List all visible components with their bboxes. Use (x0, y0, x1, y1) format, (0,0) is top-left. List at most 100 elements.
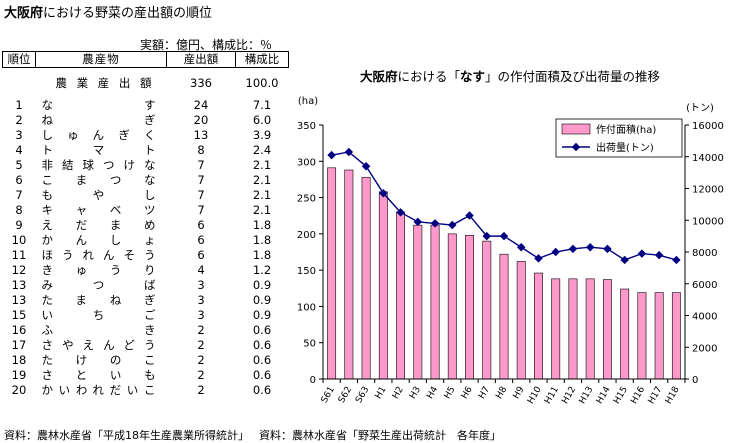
shipment-point (327, 150, 336, 160)
table-row: 5 非結球つけな 7 2.1 (3, 158, 289, 173)
product-cell: たまねぎ (36, 293, 167, 308)
product-cell-text: こまつな (41, 173, 157, 187)
right-tick-label: 4000 (692, 312, 717, 323)
share-cell: 0.6 (252, 353, 272, 367)
header-share: 構成比 (235, 51, 289, 68)
table-header-row: 順位 農産物 産出額 構成比 (2, 51, 289, 68)
share-cell: 2.1 (252, 203, 272, 217)
area-bar (671, 292, 681, 380)
left-tick-label: 150 (297, 266, 316, 277)
chart-title: 大阪府における「なす」の作付面積及び出荷量の推移 (359, 69, 661, 84)
product-cell-text: さといも (41, 368, 157, 382)
x-tick-label: H8 (494, 385, 509, 401)
share-cell: 1.2 (252, 263, 272, 277)
shipment-point (534, 254, 543, 263)
legend-line-label: 出荷量(トン) (596, 141, 654, 154)
shipment-point (654, 250, 664, 260)
rank-cell: 19 (11, 368, 27, 382)
table-row: 12 きゅうり 4 1.2 (3, 263, 289, 278)
shipment-point (637, 249, 647, 258)
shipment-point (396, 208, 405, 217)
product-cell: たけのこ (36, 353, 167, 368)
value-cell: 8 (197, 143, 205, 157)
share-cell: 1.8 (252, 218, 272, 232)
table-row: 4 トマト 8 2.4 (3, 143, 289, 158)
share-cell: 1.8 (252, 248, 272, 262)
product-cell: さやえんどう (36, 338, 167, 353)
x-tick-label: S62 (337, 385, 354, 405)
rank-cell: 16 (11, 323, 27, 337)
left-tick-label: 100 (297, 302, 316, 313)
shipment-point (620, 255, 629, 265)
value-cell: 20 (193, 113, 209, 127)
value-cell: 7 (197, 188, 205, 202)
x-tick-label: H15 (612, 385, 630, 406)
left-tick-label: 0 (310, 375, 316, 386)
x-tick-label: S63 (354, 385, 371, 405)
area-bar (620, 288, 630, 380)
x-tick-label: H12 (561, 385, 579, 406)
value-cell: 2 (197, 353, 205, 367)
table-row: 19 さといも 2 0.6 (3, 368, 289, 383)
source-right: 資料：農林水産省「野菜生産出荷統計 各年度」 (259, 429, 501, 442)
legend-bar-swatch (561, 123, 591, 135)
left-axis-unit: (ha) (298, 96, 318, 107)
share-cell: 0.9 (252, 278, 272, 292)
area-bar (585, 278, 595, 380)
shipment-point (430, 219, 440, 228)
total-name-cell-text: 農業産出額 (55, 75, 155, 90)
x-tick-label: H18 (664, 385, 682, 406)
right-tick-label: 14000 (692, 153, 724, 164)
value-cell: 2 (197, 368, 205, 382)
product-cell-text: トマト (41, 143, 157, 157)
x-tick-label: H14 (595, 385, 613, 406)
table-row: 9 えだまめ 6 1.8 (3, 218, 289, 233)
rank-cell: 7 (15, 188, 23, 202)
right-tick-label: 0 (692, 375, 698, 386)
product-cell-text: ねぎ (41, 113, 157, 127)
table-row: 10 かんしょ 6 1.8 (3, 233, 289, 248)
x-tick-label: S61 (320, 385, 337, 405)
value-cell: 2 (197, 338, 205, 352)
header-product: 農産物 (35, 51, 167, 68)
left-tick-label: 350 (297, 121, 316, 132)
right-tick-label: 6000 (692, 280, 717, 291)
x-tick-label: H2 (391, 385, 406, 401)
product-cell: みつば (36, 278, 167, 293)
shipment-point (568, 244, 578, 254)
rank-cell: 11 (11, 248, 27, 262)
product-cell: しゅんぎく (36, 128, 167, 143)
value-cell: 6 (197, 233, 205, 247)
product-cell: かんしょ (36, 233, 167, 248)
product-cell-text: しゅんぎく (41, 128, 157, 142)
area-bar (378, 191, 388, 380)
share-cell: 0.9 (252, 308, 272, 322)
share-cell: 0.6 (252, 323, 272, 337)
shipment-point (482, 231, 492, 241)
source-left: 資料：農林水産省「平成18年生産農業所得統計」 (4, 429, 249, 442)
product-cell-text: かんしょ (41, 233, 157, 247)
shipment-point (672, 255, 681, 265)
product-cell: キャベツ (36, 203, 167, 218)
area-bar (413, 224, 423, 380)
total-value-cell: 336 (190, 75, 212, 90)
table-row: 13 たまねぎ 3 0.9 (3, 293, 289, 308)
x-tick-label: H5 (443, 385, 458, 401)
header-rank: 順位 (2, 51, 36, 68)
value-cell: 13 (193, 128, 209, 142)
product-cell-text: もやし (41, 188, 157, 202)
area-bar (344, 169, 354, 380)
shipment-point (603, 244, 612, 254)
rank-cell: 3 (15, 128, 23, 142)
x-tick-label: H3 (408, 385, 423, 401)
area-bar (482, 240, 492, 380)
x-tick-label: H7 (477, 385, 492, 401)
value-cell: 7 (197, 173, 205, 187)
x-tick-label: H11 (543, 385, 561, 406)
x-tick-label: H6 (460, 385, 475, 401)
left-tick-label: 50 (303, 339, 316, 350)
shipment-point (465, 211, 474, 220)
x-tick-label: H10 (526, 385, 544, 406)
area-bar (551, 278, 561, 380)
rank-cell: 13 (11, 293, 27, 307)
